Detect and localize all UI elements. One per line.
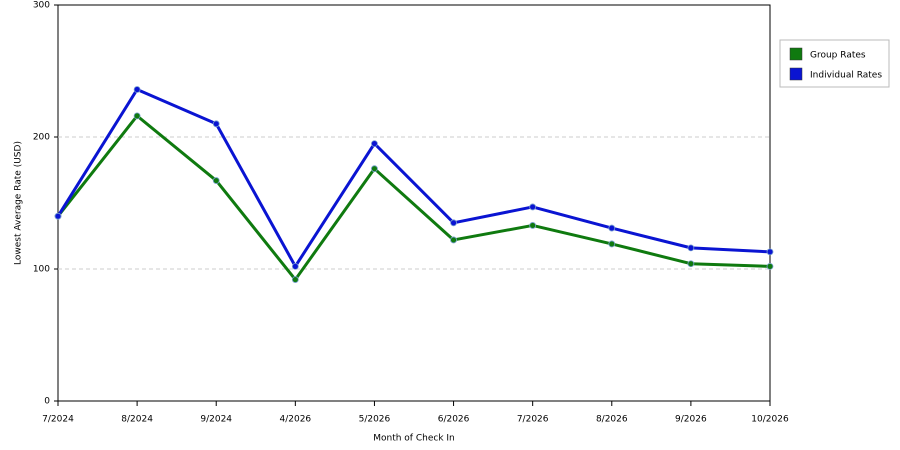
point	[212, 120, 220, 128]
point	[291, 276, 299, 283]
point	[371, 140, 378, 148]
series-line	[56, 87, 771, 268]
x-tick-label: 10/2026	[751, 415, 789, 425]
legend-swatch	[789, 47, 803, 61]
point	[212, 177, 220, 184]
legend-label: Individual Rates	[810, 71, 882, 81]
series-line	[56, 114, 771, 282]
y-axis-label: Lowest Average Rate (USD)	[14, 141, 24, 265]
x-tick-label: 8/2026	[596, 415, 628, 425]
x-tick-label: 8/2024	[121, 415, 153, 425]
point	[291, 262, 299, 270]
y-tick-label: 200	[33, 133, 50, 143]
point	[450, 219, 457, 227]
point	[529, 222, 537, 229]
x-tick-label: 7/2024	[42, 415, 74, 425]
point	[371, 165, 378, 173]
point	[608, 224, 616, 232]
point	[687, 244, 695, 252]
legend-swatch	[789, 67, 803, 81]
x-tick-label: 5/2026	[359, 415, 391, 425]
x-tick-label: 4/2026	[279, 415, 311, 425]
point	[529, 203, 537, 211]
point	[54, 212, 62, 220]
y-tick-label: 100	[33, 265, 50, 275]
point	[450, 236, 457, 244]
point	[687, 260, 695, 268]
x-tick-label: 6/2026	[438, 415, 470, 425]
point	[608, 240, 616, 248]
point	[133, 112, 141, 120]
point	[766, 262, 774, 270]
x-tick-label: 9/2024	[200, 415, 232, 425]
y-tick-label: 0	[44, 397, 50, 407]
x-axis-label: Month of Check In	[373, 434, 455, 444]
x-tick-label: 9/2026	[675, 415, 707, 425]
y-tick-label: 300	[33, 1, 50, 11]
x-tick-label: 7/2026	[517, 415, 549, 425]
legend-label: Group Rates	[810, 51, 866, 61]
point	[766, 248, 774, 256]
point	[133, 86, 141, 93]
